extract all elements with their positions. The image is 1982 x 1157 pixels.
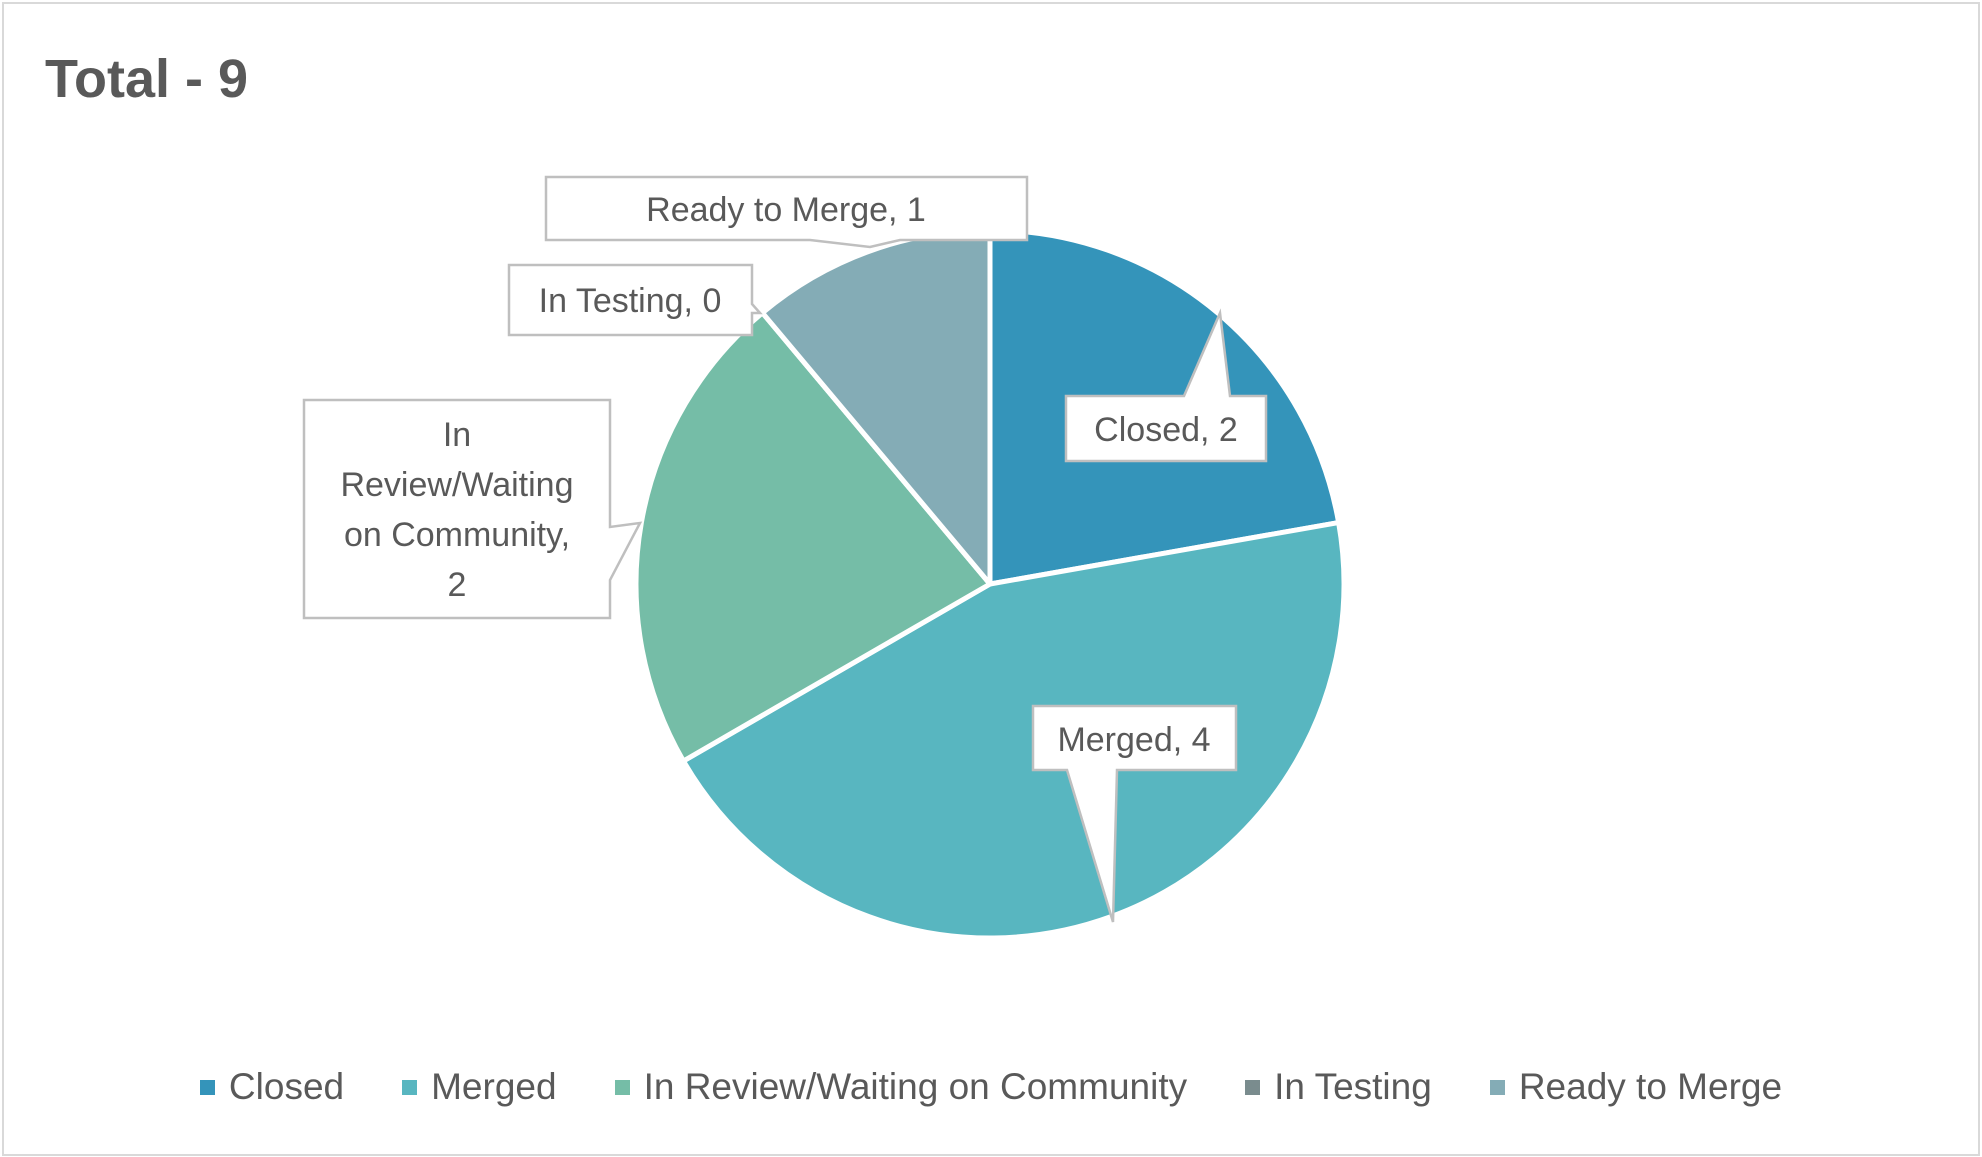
data-label-closed: Closed, 2: [1064, 308, 1268, 463]
legend-item-ready-to-merge[interactable]: Ready to Merge: [1489, 1066, 1783, 1108]
label-in-review-line4: 2: [448, 566, 467, 604]
label-closed: Closed, 2: [1094, 411, 1238, 449]
legend-item-closed[interactable]: Closed: [199, 1066, 345, 1108]
label-in-review-line3: on Community,: [344, 516, 570, 554]
pie-slices: [633, 227, 1347, 941]
label-merged: Merged, 4: [1057, 721, 1210, 759]
data-label-ready-to-merge: Ready to Merge, 1: [544, 175, 1029, 249]
data-label-in-review: In Review/Waiting on Community, 2: [302, 398, 643, 620]
label-in-review-line1: In: [443, 416, 471, 454]
legend-label: In Testing: [1274, 1066, 1432, 1107]
label-in-review-line2: Review/Waiting: [340, 466, 573, 504]
legend-swatch-in-review: [614, 1079, 630, 1095]
legend-item-in-review[interactable]: In Review/Waiting on Community: [614, 1066, 1188, 1108]
legend-label: In Review/Waiting on Community: [643, 1066, 1188, 1107]
label-ready-to-merge: Ready to Merge, 1: [646, 191, 926, 229]
label-in-testing: In Testing, 0: [539, 282, 722, 320]
legend-swatch-merged: [402, 1079, 418, 1095]
chart-title: Total - 9: [45, 49, 249, 109]
legend-item-in-testing[interactable]: In Testing: [1245, 1066, 1432, 1108]
chart-legend: Closed Merged In Review/Waiting on Commu…: [0, 1066, 1982, 1108]
data-label-merged: Merged, 4: [1031, 704, 1238, 923]
legend-item-merged[interactable]: Merged: [402, 1066, 557, 1108]
legend-label: Closed: [228, 1066, 345, 1107]
data-label-in-testing: In Testing, 0: [507, 263, 763, 337]
legend-swatch-ready-to-merge: [1489, 1079, 1505, 1095]
legend-label: Merged: [431, 1066, 557, 1107]
legend-swatch-in-testing: [1245, 1079, 1261, 1095]
legend-label: Ready to Merge: [1518, 1066, 1783, 1107]
legend-swatch-closed: [199, 1079, 215, 1095]
